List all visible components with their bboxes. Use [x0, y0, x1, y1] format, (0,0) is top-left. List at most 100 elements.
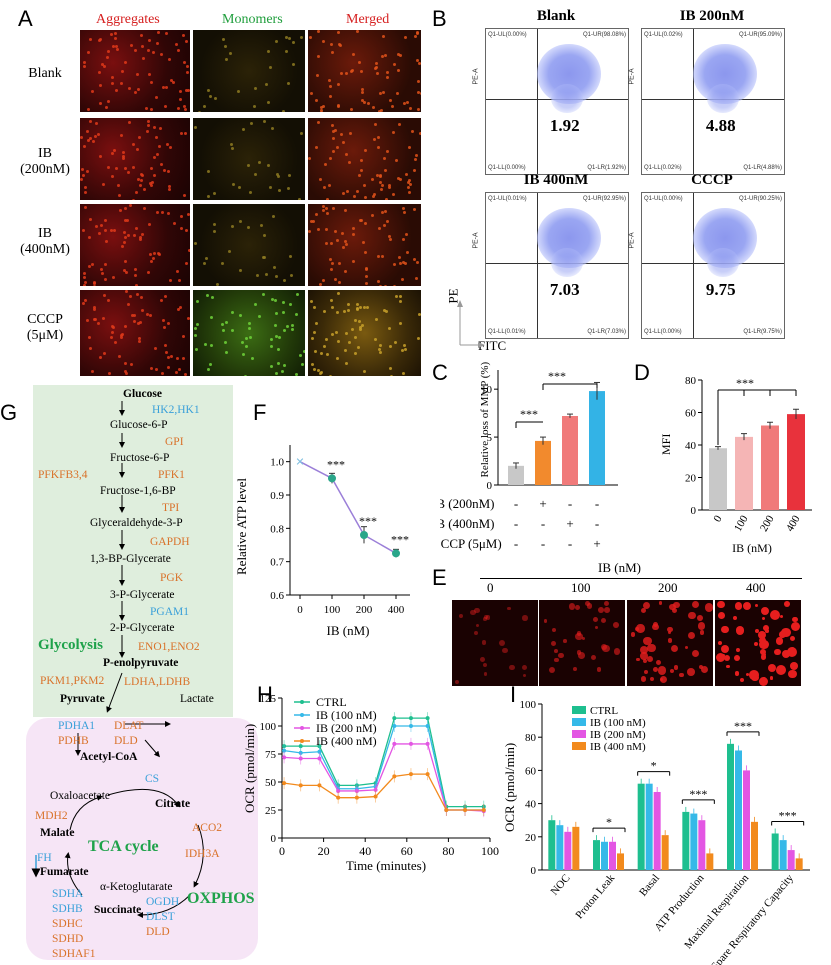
condition-label: CCCP (5μM) [440, 536, 502, 551]
condition-label: IB (200nM) [440, 496, 494, 511]
legend-label: IB (400 nM) [590, 741, 646, 753]
mfi-chart: 0 20 40 60 80 MFI 0 100 200 400 IB (nM) *** [659, 375, 812, 555]
ocr-bar-chart: 0 20 40 60 80 100 OCR (pmol/min) NOC Proton Leak… [502, 699, 810, 965]
data-point [298, 744, 303, 749]
x-axis-label: IB (nM) [732, 541, 772, 555]
data-point [392, 724, 397, 728]
pathway-arrows [31, 401, 204, 918]
x-tick-label: 80 [442, 844, 454, 858]
pathway-akg: α-Ketoglutarate [100, 881, 173, 893]
microscopy-image [308, 204, 421, 286]
data-point [317, 749, 322, 754]
condition-mark: - [595, 496, 599, 511]
condition-mark: + [593, 536, 600, 551]
e-label-0: 0 [487, 580, 494, 595]
data-point [360, 531, 368, 539]
bar [761, 425, 779, 510]
panel-label-i: I [510, 682, 517, 707]
pathway-Glucose: Glucose [123, 388, 162, 400]
flow-plot-title: CCCP [691, 172, 733, 188]
y-axis-label: OCR (pmol/min) [242, 724, 257, 813]
bar [709, 448, 727, 510]
significance-mark: * [606, 815, 612, 829]
row-label-ib200: IB (200nM) [20, 146, 70, 177]
bar [556, 825, 564, 870]
pathway-dlst: DLST [146, 911, 175, 923]
x-tick-label: 60 [401, 844, 413, 858]
pathway-eno: ENO1,ENO2 [138, 641, 200, 653]
quadrant-lr: Q1-LR(4.88%) [743, 165, 782, 171]
condition-mark: + [566, 516, 573, 531]
pathway-ldh: LDHA,LDHB [124, 676, 191, 688]
data-point [392, 716, 397, 721]
significance-mark: *** [391, 532, 409, 546]
y-tick-label: 0 [691, 505, 697, 517]
data-point [408, 716, 413, 721]
bar [743, 770, 750, 870]
microscopy-image [80, 118, 190, 200]
microscopy-image [193, 118, 305, 200]
bar [771, 833, 779, 870]
quadrant-ll: Q1-LL(0.00%) [644, 329, 682, 335]
y-tick-label: 25 [265, 805, 277, 817]
pathway-pgk: PGK [160, 572, 184, 584]
y-axis-label: PE-A [472, 67, 480, 85]
pathway-cs: CS [145, 773, 160, 785]
microscopy-image [80, 290, 190, 376]
bar [508, 465, 524, 485]
row-label-cccp: CCCP (5μM) [26, 312, 64, 343]
pathway-suc: Succinate [94, 904, 142, 916]
pathway-dld: DLD [114, 735, 138, 747]
y-axis-label: PE-A [472, 231, 480, 249]
condition-mark: + [539, 496, 546, 511]
x-tick-label: 40 [359, 844, 371, 858]
data-point: ✕ [295, 457, 304, 469]
quadrant-line [693, 29, 695, 174]
pathway-lac: Lactate [180, 693, 214, 705]
microscopy-image [193, 30, 305, 112]
flow-plot-title: IB 200nM [679, 8, 745, 24]
pathway-sdha: SDHA [52, 888, 84, 900]
pathway-pfkfb: PFKFB3,4 [38, 469, 88, 481]
y-tick-label: 0 [531, 865, 537, 877]
flow-plot: Q1-UL(0.00%) Q1-UR(98.08%) Q1-LL(0.00%) Q1-… [473, 28, 629, 175]
legend-swatch [572, 706, 586, 714]
panel-label-b: B [432, 6, 447, 31]
quadrant-line [537, 29, 539, 174]
pathway-pdhb: PDHB [58, 735, 89, 747]
panel-label-h: H [257, 682, 273, 707]
microscopy-image [308, 290, 421, 376]
microscopy-image [80, 30, 190, 112]
atp-line [299, 461, 397, 554]
condition-mark: - [595, 516, 599, 531]
data-point [425, 741, 430, 746]
y-tick-label: 0.6 [270, 590, 284, 602]
cell-population [551, 84, 583, 114]
x-tick-label: 0 [711, 513, 724, 524]
pathway-gpi: GPI [165, 436, 184, 448]
lr-percentage: 9.75 [705, 280, 736, 299]
pathway-pyr: Pyruvate [60, 693, 105, 705]
x-tick-label: Basal [637, 872, 662, 898]
y-axis-label: PE-A [628, 67, 636, 85]
tca-label: TCA cycle [88, 838, 159, 855]
y-tick-label: 0.9 [270, 490, 284, 502]
data-point [373, 794, 378, 799]
significance-mark: *** [779, 808, 797, 822]
fluorescence-image [539, 600, 625, 686]
row-label-blank: Blank [28, 66, 62, 81]
x-tick-label: 100 [481, 844, 499, 858]
x-tick-label: 400 [388, 604, 405, 616]
data-point [317, 783, 322, 788]
microscopy-image [80, 204, 190, 286]
y-tick-label: 40 [525, 799, 537, 811]
quadrant-ul: Q1-UL(0.02%) [644, 32, 683, 38]
e-axis-line [480, 578, 802, 579]
lr-percentage: 4.88 [705, 116, 736, 135]
pathway-hk: HK2,HK1 [152, 404, 200, 416]
data-point [392, 549, 400, 558]
y-tick-label: 0 [487, 480, 493, 492]
data-point [408, 741, 413, 746]
y-tick-label: 50 [265, 777, 277, 789]
column-header-monomers: Monomers [222, 12, 283, 27]
